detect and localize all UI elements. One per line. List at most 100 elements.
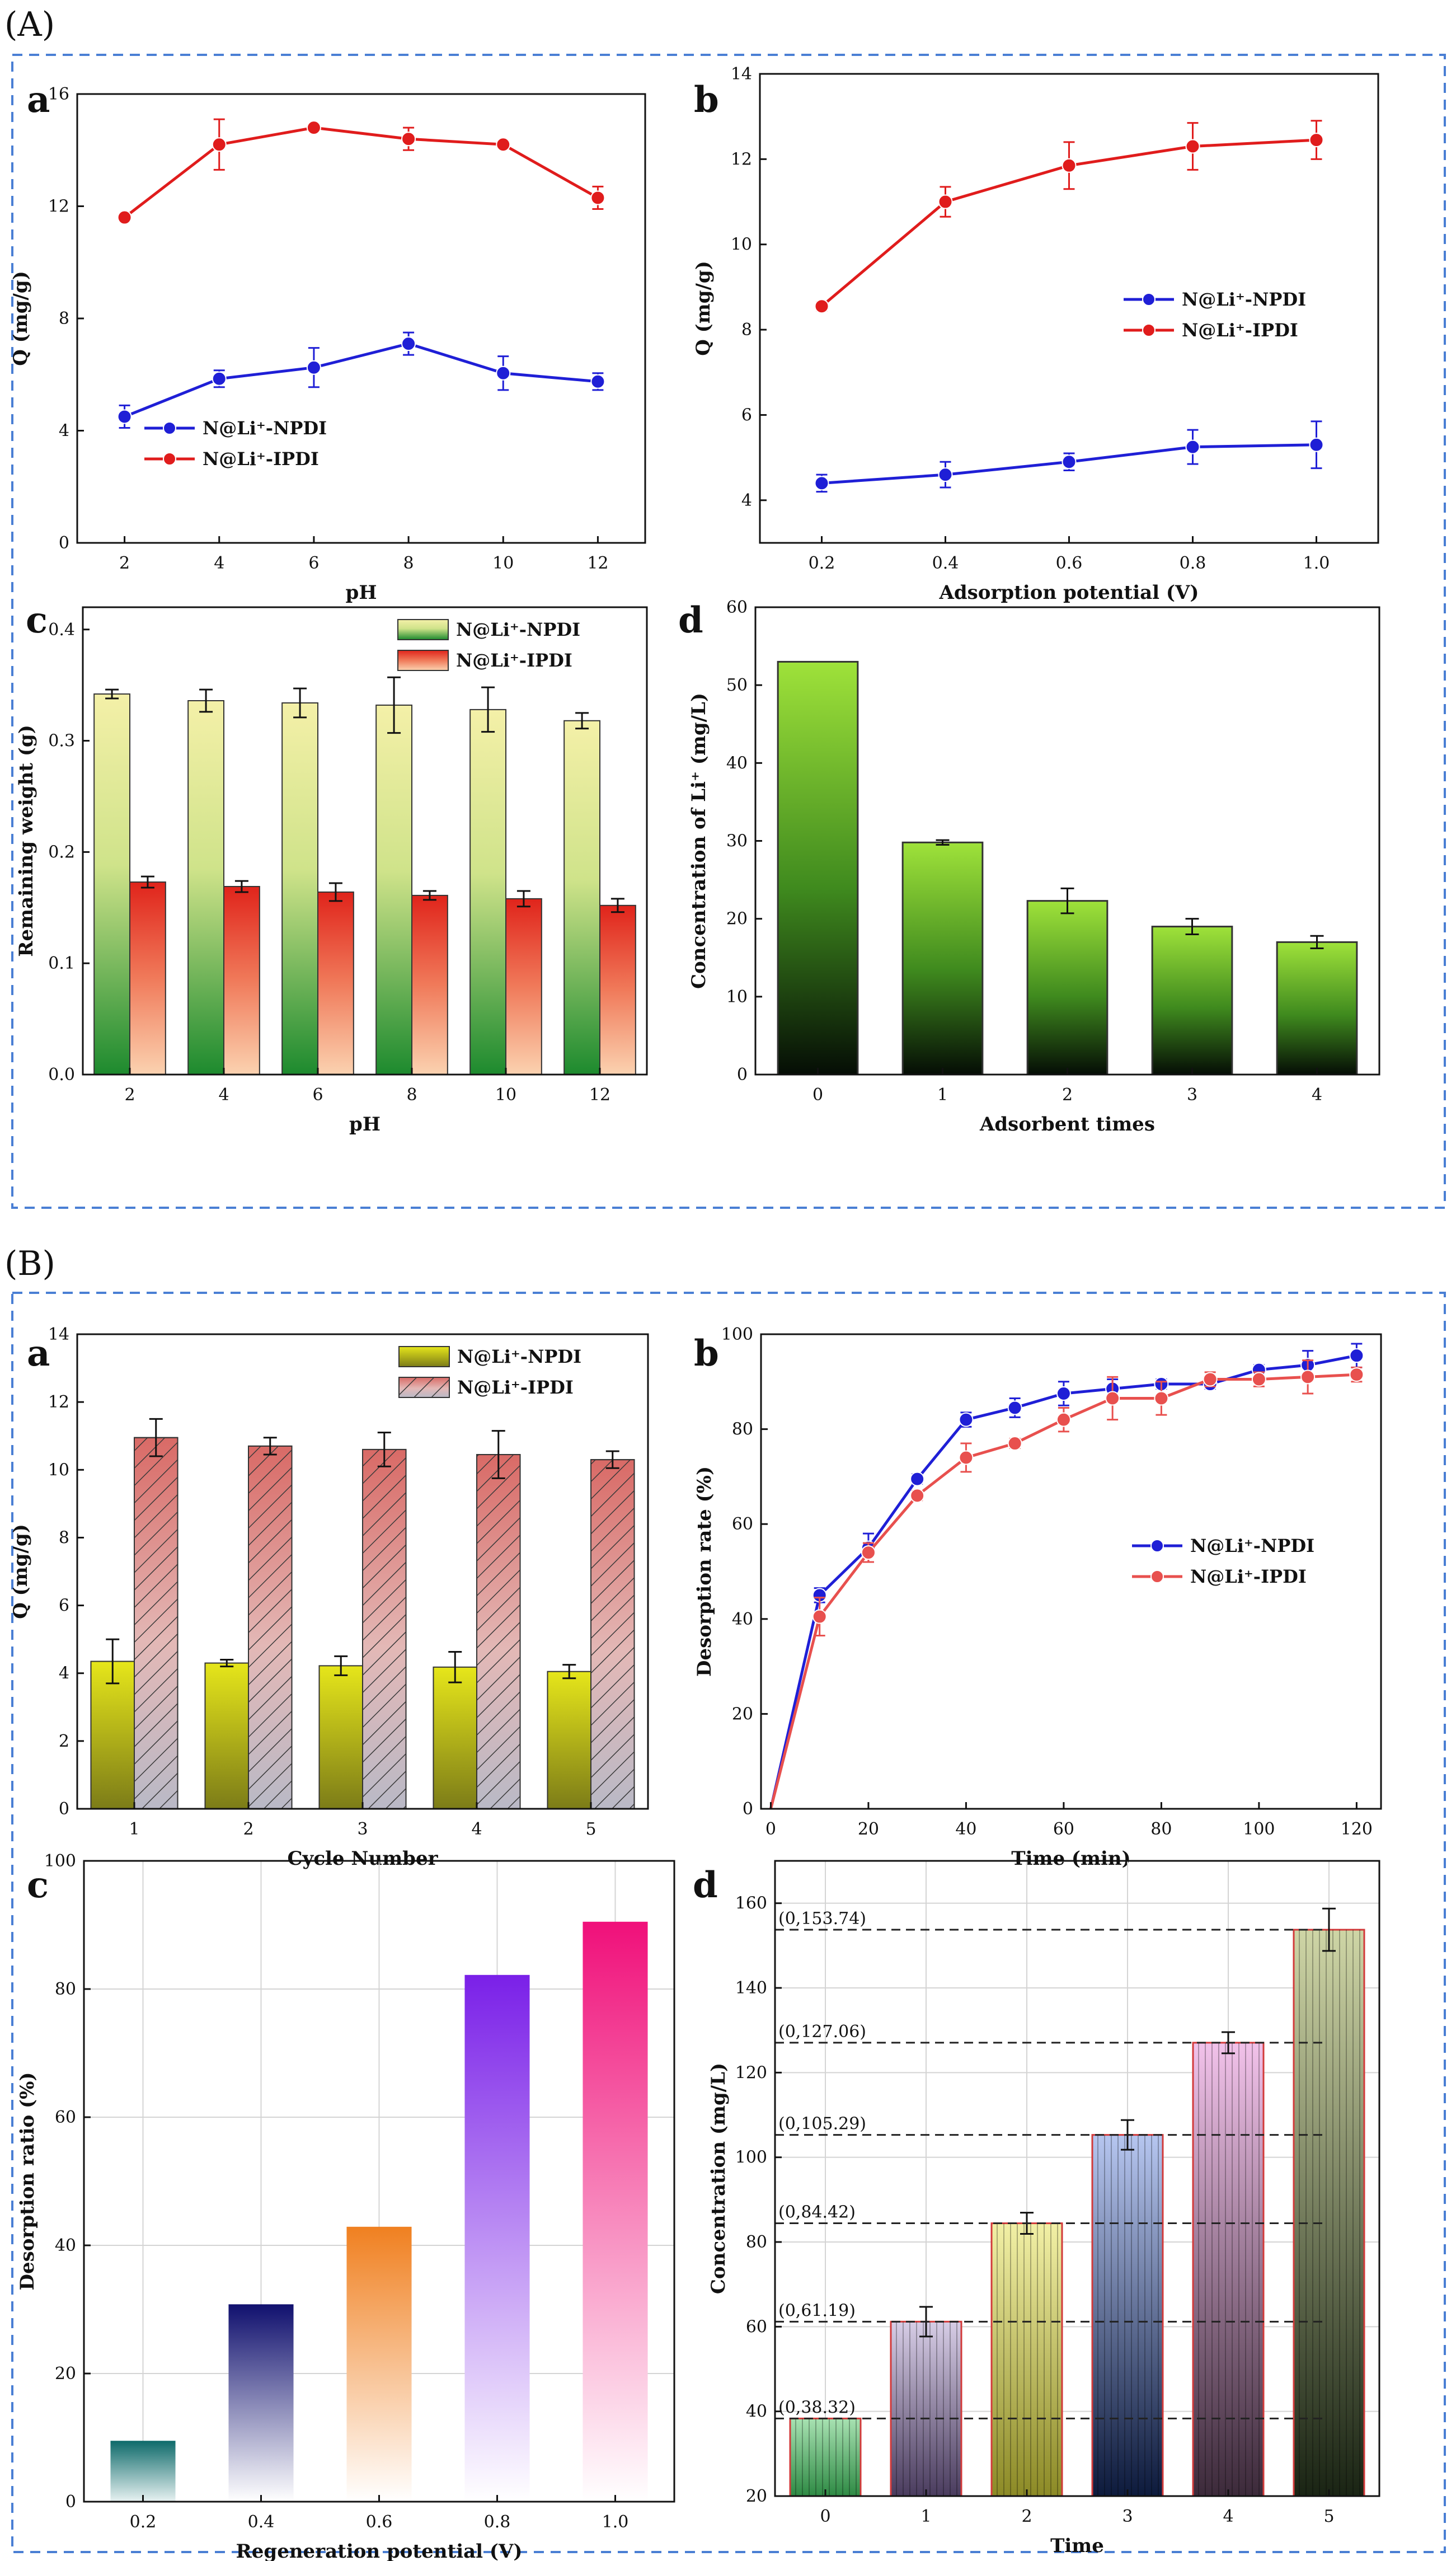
bar xyxy=(223,886,260,1076)
data-point xyxy=(1105,1391,1120,1406)
data-point xyxy=(496,365,511,381)
y-tick-label: 0 xyxy=(59,533,69,553)
bar-texture xyxy=(1294,1930,1364,2496)
bar xyxy=(901,841,984,1076)
y-tick-label: 0 xyxy=(737,1065,748,1085)
x-tick-label: 0 xyxy=(765,1819,776,1839)
data-point xyxy=(938,194,953,209)
y-tick-label: 10 xyxy=(726,987,748,1007)
bar xyxy=(411,894,448,1075)
bar xyxy=(110,2441,176,2502)
annotation-label: (0,84.42) xyxy=(778,2203,856,2222)
x-tick-label: 2 xyxy=(119,554,130,573)
data-point xyxy=(1349,1367,1364,1382)
x-tick-label: 0.8 xyxy=(1180,554,1206,573)
x-tick-label: 80 xyxy=(1150,1819,1172,1839)
data-point xyxy=(496,137,511,152)
x-tick-label: 4 xyxy=(1312,1085,1322,1105)
x-tick-label: 3 xyxy=(1122,2507,1133,2526)
data-point xyxy=(910,1471,925,1486)
panel-label: d xyxy=(693,1864,718,1906)
bar-hatch xyxy=(590,1459,635,1809)
x-tick-label: 4 xyxy=(1223,2507,1233,2526)
plot-frame xyxy=(760,1333,1382,1810)
y-axis-label: Q (mg/g) xyxy=(10,1524,32,1619)
legend-label: N@Li⁺-IPDI xyxy=(1182,320,1298,341)
legend-label: N@Li⁺-NPDI xyxy=(1182,289,1306,310)
plot-frame xyxy=(82,606,648,1076)
y-tick-label: 140 xyxy=(735,1978,767,1998)
x-axis-label: pH xyxy=(346,581,377,604)
y-tick-label: 8 xyxy=(59,309,69,329)
data-point xyxy=(812,1609,827,1624)
x-axis-label: Time (min) xyxy=(1011,1847,1130,1870)
y-tick-label: 120 xyxy=(735,2063,767,2082)
x-axis-label: Adsorbent times xyxy=(979,1113,1155,1136)
chart-A_b: b 4 6 8 10 12 14 0.2 0.4 0.6 0.8 1.0 Adsorption pote… xyxy=(692,64,1379,604)
x-tick-label: 1 xyxy=(129,1819,139,1839)
y-axis-label: Desorption ratio (%) xyxy=(16,2072,39,2290)
chart-A_c: c 0.0 0.1 0.2 0.3 0.4 2 4 6 8 10 12 pH Remaining weig… xyxy=(15,599,648,1136)
data-point xyxy=(938,467,953,482)
x-tick-label: 0.6 xyxy=(366,2512,393,2532)
annotation-label: (0,38.32) xyxy=(778,2398,856,2417)
x-tick-label: 3 xyxy=(357,1819,368,1839)
data-point xyxy=(1203,1372,1218,1387)
data-point xyxy=(1062,158,1077,173)
y-axis-label: Remaining weight (g) xyxy=(15,725,37,957)
bar xyxy=(433,1666,477,1810)
bar-hatch xyxy=(248,1445,293,1809)
data-point xyxy=(590,190,605,205)
legend-label: N@Li⁺-IPDI xyxy=(203,448,319,470)
y-tick-label: 8 xyxy=(741,320,752,340)
legend-label: N@Li⁺-IPDI xyxy=(456,650,572,671)
y-tick-label: 40 xyxy=(55,2236,76,2255)
x-axis-label: pH xyxy=(349,1113,381,1136)
data-point xyxy=(401,132,416,147)
panel-label: b xyxy=(694,79,719,121)
y-tick-label: 16 xyxy=(48,85,69,104)
x-tick-label: 4 xyxy=(214,554,224,573)
bar xyxy=(129,881,166,1076)
bar xyxy=(599,904,636,1076)
series-line xyxy=(124,342,598,418)
bar-texture xyxy=(1092,2135,1163,2496)
y-axis-label: Q (mg/g) xyxy=(692,261,715,356)
bar-hatch xyxy=(476,1454,521,1809)
y-tick-label: 4 xyxy=(59,1664,69,1683)
chart-A_a: a 0 4 8 12 16 2 4 6 8 10 12 pH Q (mg/g) N@Li⁺-NPDI N@Li… xyxy=(10,79,646,604)
data-point xyxy=(814,476,829,491)
chart-B_d: d (0,38.32) (0,61.19) (0,84.42) (0,105.29) (0… xyxy=(693,1860,1380,2557)
bar-hatch xyxy=(362,1448,407,1809)
x-tick-label: 1 xyxy=(920,2507,931,2526)
x-tick-label: 5 xyxy=(1323,2507,1334,2526)
plot-frame xyxy=(774,1860,1380,2497)
data-point xyxy=(1154,1391,1169,1406)
x-tick-label: 10 xyxy=(495,1085,516,1105)
y-tick-label: 0.0 xyxy=(48,1065,75,1085)
x-tick-label: 12 xyxy=(587,554,608,573)
panel-label: c xyxy=(27,1864,49,1906)
annotation-label: (0,61.19) xyxy=(778,2301,856,2320)
bar xyxy=(547,1671,591,1810)
x-tick-label: 1 xyxy=(937,1085,948,1105)
data-point xyxy=(306,120,321,135)
legend-swatch-hatch xyxy=(399,1377,449,1397)
bar xyxy=(281,702,319,1075)
bar xyxy=(318,1665,363,1810)
y-tick-label: 80 xyxy=(746,2232,767,2252)
y-tick-label: 12 xyxy=(731,149,752,169)
y-axis-label: Q (mg/g) xyxy=(10,271,32,366)
legend-marker xyxy=(1150,1539,1164,1552)
data-point xyxy=(590,374,605,389)
data-point xyxy=(1185,139,1200,154)
x-tick-label: 0.8 xyxy=(484,2512,511,2532)
data-point xyxy=(814,299,829,314)
x-tick-label: 2 xyxy=(1062,1085,1073,1105)
y-tick-label: 0.2 xyxy=(48,842,75,862)
data-point xyxy=(117,409,132,424)
data-point xyxy=(1062,454,1077,470)
y-tick-label: 100 xyxy=(44,1851,76,1871)
y-tick-label: 100 xyxy=(721,1325,753,1344)
x-tick-label: 8 xyxy=(406,1085,417,1105)
